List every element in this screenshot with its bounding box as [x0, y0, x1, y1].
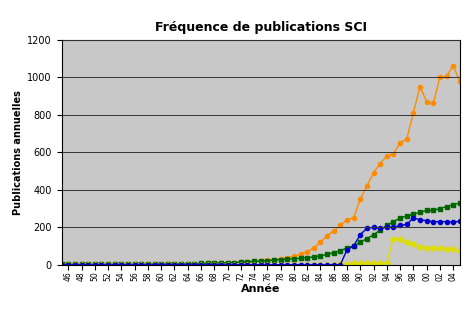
L. Vulgarisation	[391, 237, 396, 241]
Title: Fréquence de publications SCI: Fréquence de publications SCI	[155, 22, 367, 34]
A. Séminaux	[404, 222, 410, 226]
A. Séminaux	[152, 263, 157, 267]
L. Vulgarisation	[271, 263, 277, 267]
Line: L. Vulgarisation: L. Vulgarisation	[60, 236, 462, 267]
Chaos	[271, 258, 277, 261]
Chaos	[457, 79, 463, 83]
L. Vulgarisation	[59, 263, 64, 267]
Nonlinear Dynamics	[198, 261, 204, 265]
Chaos	[450, 64, 456, 68]
Chaos	[138, 262, 144, 266]
L. Vulgarisation	[152, 263, 157, 267]
A. Séminaux	[271, 263, 277, 267]
Nonlinear Dynamics	[152, 262, 157, 266]
Nonlinear Dynamics	[298, 256, 303, 260]
L. Vulgarisation	[198, 263, 204, 267]
L. Vulgarisation	[298, 263, 303, 267]
A. Séminaux	[298, 263, 303, 267]
Nonlinear Dynamics	[59, 262, 64, 266]
L. Vulgarisation	[138, 263, 144, 267]
Line: Chaos: Chaos	[60, 64, 462, 266]
Nonlinear Dynamics	[138, 262, 144, 266]
A. Séminaux	[410, 216, 416, 220]
Chaos	[198, 262, 204, 266]
L. Vulgarisation	[410, 242, 416, 246]
A. Séminaux	[59, 263, 64, 267]
A. Séminaux	[138, 263, 144, 267]
Chaos	[59, 262, 64, 266]
Chaos	[404, 137, 410, 141]
Line: A. Séminaux: A. Séminaux	[60, 216, 462, 267]
Chaos	[152, 262, 157, 266]
A. Séminaux	[457, 219, 463, 223]
Y-axis label: Publications annuelles: Publications annuelles	[13, 90, 23, 215]
L. Vulgarisation	[457, 249, 463, 253]
Nonlinear Dynamics	[457, 201, 463, 205]
A. Séminaux	[198, 263, 204, 267]
Chaos	[298, 253, 303, 257]
Line: Nonlinear Dynamics: Nonlinear Dynamics	[60, 201, 462, 266]
Nonlinear Dynamics	[404, 214, 410, 218]
Nonlinear Dynamics	[271, 258, 277, 262]
X-axis label: Année: Année	[241, 284, 281, 294]
